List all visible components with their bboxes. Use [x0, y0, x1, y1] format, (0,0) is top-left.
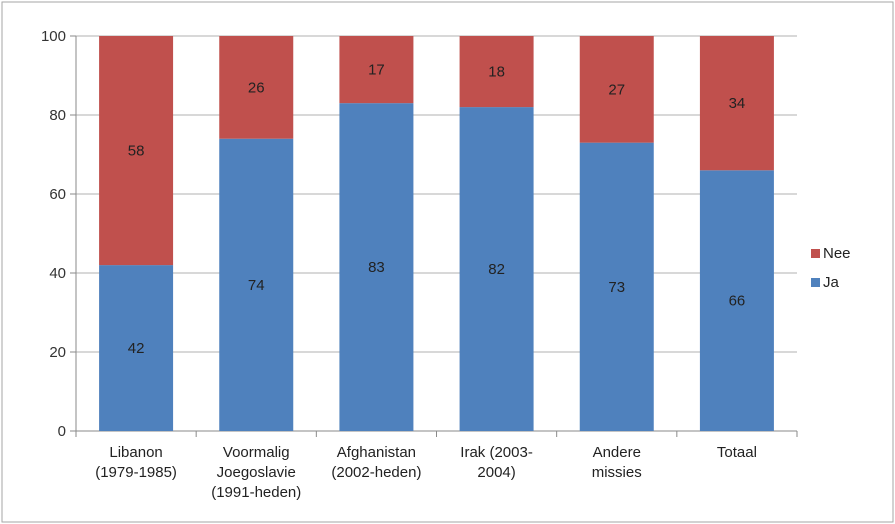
y-tick-label-20: 20	[49, 344, 66, 361]
bar-nee-3	[459, 36, 534, 108]
x-category-label-3: Irak (2003-2004)	[460, 444, 533, 481]
y-tick-label-100: 100	[41, 28, 66, 45]
data-label-nee-3: 18	[488, 64, 505, 81]
data-label-ja-2: 83	[368, 259, 385, 276]
bar-ja-0	[99, 265, 174, 431]
bar-nee-2	[339, 36, 414, 104]
data-label-ja-4: 73	[608, 279, 625, 296]
legend: Nee Ja	[811, 245, 851, 291]
data-label-ja-0: 42	[128, 340, 145, 357]
data-label-nee-0: 58	[128, 143, 145, 160]
bar-nee-5	[699, 36, 774, 171]
bar-ja-1	[219, 138, 294, 431]
data-label-nee-5: 34	[729, 95, 746, 112]
bars	[99, 36, 774, 432]
data-labels: 42 58 74 26 83 17 82 18 73 27 66 34	[128, 62, 746, 357]
y-tick-label-40: 40	[49, 265, 66, 282]
bar-nee-1	[219, 36, 294, 139]
legend-swatch-nee	[811, 249, 820, 258]
data-label-ja-5: 66	[729, 293, 746, 310]
data-label-nee-1: 26	[248, 79, 265, 96]
x-category-label-5: Totaal	[717, 444, 757, 461]
y-tick-label-60: 60	[49, 186, 66, 203]
axes: 0 20 40 60 80 100 Libanon (1979-1985) Voormalig J…	[41, 28, 798, 501]
bar-ja-4	[579, 142, 654, 431]
bar-ja-3	[459, 107, 534, 431]
legend-label-nee: Nee	[823, 245, 851, 262]
bar-nee-0	[99, 36, 174, 266]
x-category-label-2: Afghanistan (2002-heden)	[331, 444, 421, 481]
gridlines	[76, 35, 797, 353]
x-category-label-1: Voormalig Joegoslavie (1991-heden)	[211, 444, 301, 501]
data-label-nee-2: 17	[368, 62, 385, 79]
x-category-label-0: Libanon (1979-1985)	[95, 444, 177, 481]
legend-label-ja: Ja	[823, 274, 840, 291]
y-tick-label-0: 0	[58, 423, 66, 440]
data-label-nee-4: 27	[608, 81, 625, 98]
bar-ja-2	[339, 103, 414, 432]
bar-nee-4	[579, 36, 654, 143]
data-label-ja-1: 74	[248, 277, 265, 294]
y-tick-label-80: 80	[49, 107, 66, 124]
x-category-label-4: Andere missies	[592, 444, 642, 481]
legend-swatch-ja	[811, 278, 820, 287]
data-label-ja-3: 82	[488, 261, 505, 278]
bar-ja-5	[699, 170, 774, 432]
